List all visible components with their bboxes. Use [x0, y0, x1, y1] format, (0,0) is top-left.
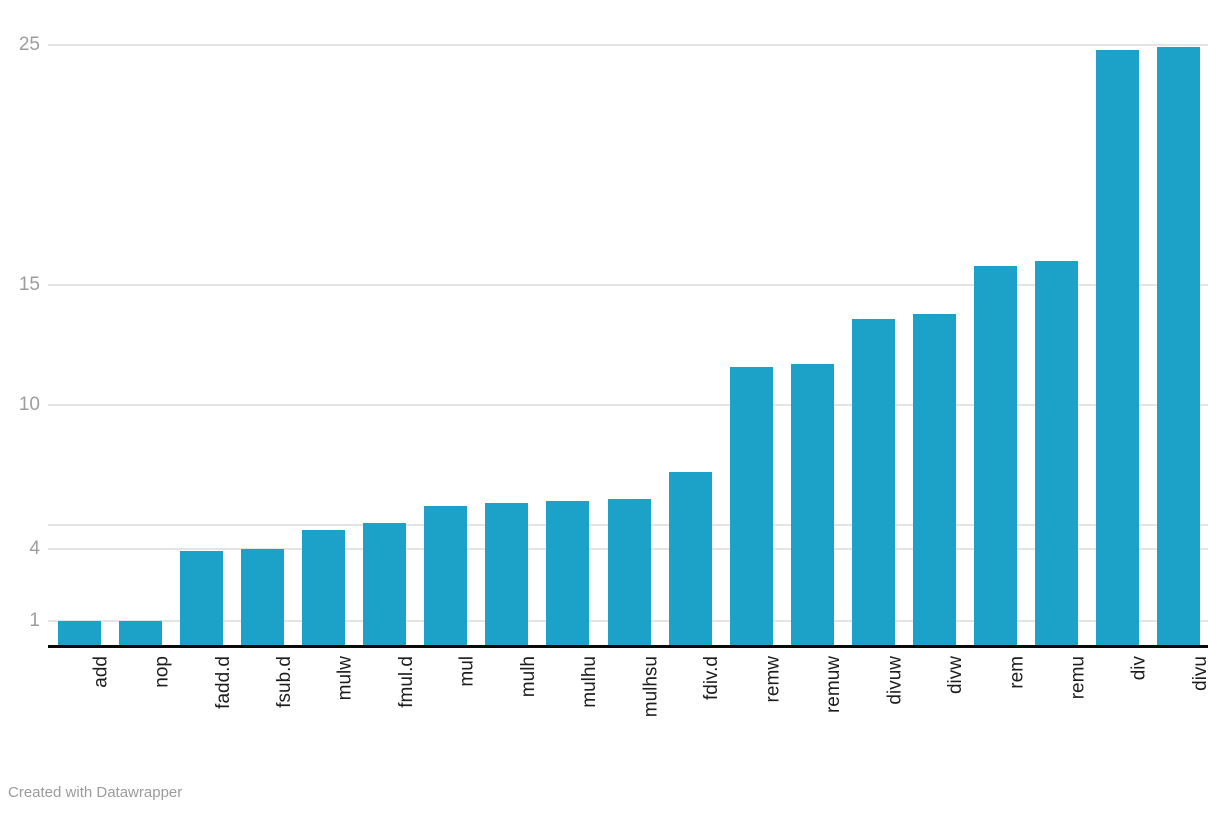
x-axis-label-divu: divu	[1189, 656, 1211, 691]
bar-fadd.d[interactable]	[180, 551, 224, 645]
bar-nop[interactable]	[119, 621, 163, 645]
x-axis-label-fadd.d: fadd.d	[212, 656, 234, 709]
bar-mulhu[interactable]	[546, 501, 590, 645]
gridline-y-15	[48, 284, 1208, 286]
gridline-y-10	[48, 404, 1208, 406]
bar-fsub.d[interactable]	[241, 549, 285, 645]
bar-div[interactable]	[1095, 49, 1139, 645]
x-axis-label-divuw: divuw	[884, 656, 906, 705]
y-axis-tick-label-15: 15	[18, 274, 40, 295]
x-axis-label-div: div	[1128, 656, 1150, 681]
bar-add[interactable]	[58, 621, 101, 645]
datawrapper-credit-link[interactable]: Created with Datawrapper	[8, 784, 183, 801]
x-axis-label-nop: nop	[151, 656, 173, 688]
x-axis-label-remuw: remuw	[823, 656, 845, 714]
bar-mulw[interactable]	[302, 529, 346, 645]
x-axis-label-remw: remw	[762, 656, 784, 703]
y-axis-tick-label-10: 10	[18, 394, 40, 415]
x-axis-label-remu: remu	[1067, 656, 1089, 700]
bar-divw[interactable]	[912, 313, 956, 645]
x-axis-label-divw: divw	[945, 656, 967, 695]
x-axis-label-rem: rem	[1006, 656, 1028, 689]
x-axis-label-add: add	[90, 656, 112, 688]
x-axis-label-fmul.d: fmul.d	[395, 656, 417, 708]
x-axis-label-mulh: mulh	[517, 656, 539, 698]
bar-remuw[interactable]	[790, 364, 834, 645]
bar-fmul.d[interactable]	[363, 522, 407, 645]
x-axis-label-mulhsu: mulhsu	[640, 656, 661, 718]
x-axis-line	[48, 645, 1208, 648]
y-axis-tick-label-25: 25	[18, 34, 40, 55]
y-axis-tick-label-1: 1	[29, 610, 40, 631]
bar-divuw[interactable]	[851, 318, 895, 645]
bar-mulh[interactable]	[485, 503, 529, 645]
x-axis-label-fsub.d: fsub.d	[273, 656, 295, 708]
x-axis-label-fdiv.d: fdiv.d	[701, 656, 723, 701]
bar-rem[interactable]	[973, 265, 1017, 645]
bar-remu[interactable]	[1034, 261, 1078, 645]
x-axis-label-mulhu: mulhu	[578, 656, 600, 708]
bar-remw[interactable]	[729, 366, 773, 645]
x-axis-label-mulw: mulw	[334, 656, 356, 701]
bar-mulhsu[interactable]	[607, 498, 651, 645]
gridline-y-25	[48, 44, 1208, 46]
bar-fdiv.d[interactable]	[668, 472, 712, 645]
y-axis-tick-label-4: 4	[29, 538, 40, 559]
bar-mul[interactable]	[424, 505, 468, 645]
x-axis-label-mul: mul	[456, 656, 478, 687]
bar-divu[interactable]	[1157, 47, 1200, 645]
